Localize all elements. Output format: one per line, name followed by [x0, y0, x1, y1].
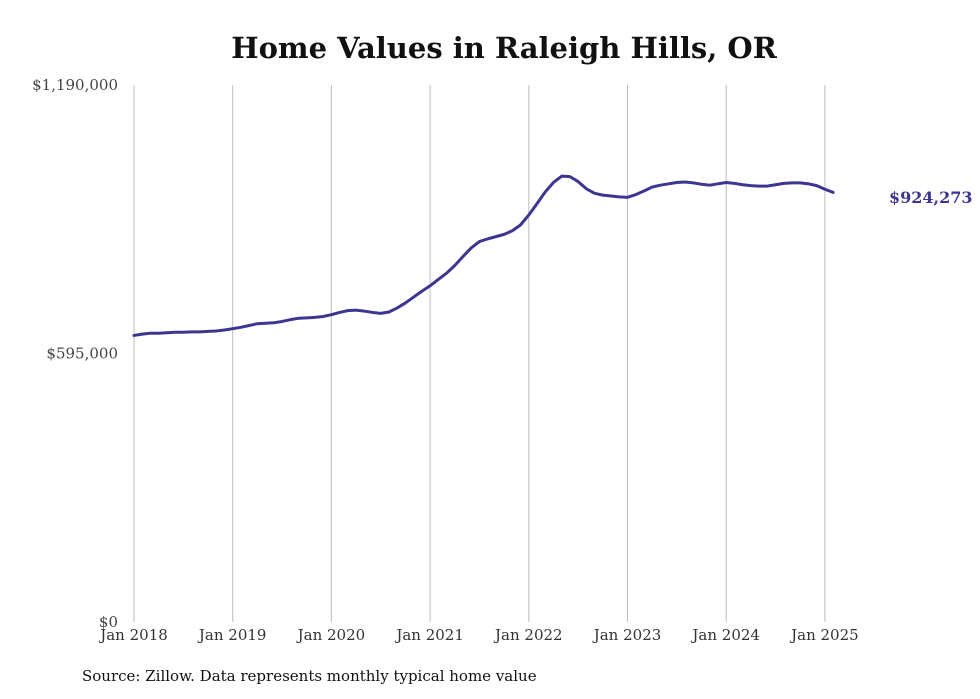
y-tick-label: $1,190,000 — [32, 76, 118, 94]
chart-title: Home Values in Raleigh Hills, OR — [231, 31, 778, 65]
y-axis-ticks: $0 $595,000 $1,190,000 — [32, 76, 118, 631]
x-tick-label: Jan 2022 — [493, 626, 563, 644]
x-tick-label: Jan 2018 — [98, 626, 168, 644]
y-tick-label: $595,000 — [46, 345, 118, 363]
source-note: Source: Zillow. Data represents monthly … — [82, 667, 537, 685]
x-tick-label: Jan 2023 — [592, 626, 662, 644]
x-tick-label: Jan 2019 — [197, 626, 267, 644]
x-tick-label: Jan 2021 — [394, 626, 464, 644]
x-tick-label: Jan 2024 — [690, 626, 760, 644]
series-line-home-value — [132, 174, 835, 337]
x-axis-ticks: Jan 2018 Jan 2019 Jan 2020 Jan 2021 Jan 2022… — [98, 626, 858, 644]
x-tick-label: Jan 2025 — [789, 626, 859, 644]
y-tick-label: $0 — [99, 613, 118, 631]
x-tick-label: Jan 2020 — [296, 626, 366, 644]
last-value-label: $924,273 — [889, 188, 973, 207]
gridlines — [133, 85, 826, 622]
